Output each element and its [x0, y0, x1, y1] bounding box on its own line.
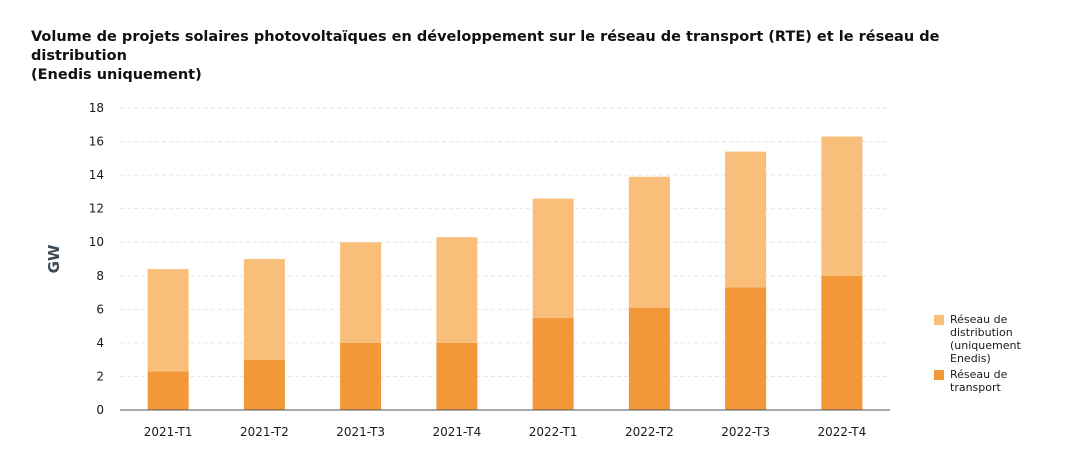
bar-distribution	[243, 259, 285, 360]
bar-distribution	[147, 269, 189, 372]
y-tick-label: 10	[89, 235, 104, 249]
legend-item-transport: Réseau de transport	[934, 368, 1074, 394]
x-axis-ticks: 2021-T1 2021-T2 2021-T3 2021-T4 2022-T1 2022-…	[144, 425, 866, 439]
bars	[147, 136, 863, 410]
x-tick-label: 2021-T4	[433, 425, 482, 439]
y-tick-label: 18	[89, 101, 104, 115]
y-tick-label: 12	[89, 202, 104, 216]
x-tick-label: 2022-T2	[625, 425, 674, 439]
bar-distribution	[340, 242, 382, 343]
legend: Réseau de distribution (uniquement Enedi…	[934, 313, 1074, 397]
y-tick-label: 2	[96, 369, 104, 383]
bar-transport	[821, 275, 863, 410]
bar-transport	[147, 371, 189, 410]
y-axis-label: GW	[45, 244, 63, 273]
y-tick-label: 6	[96, 302, 104, 316]
y-tick-label: 8	[96, 269, 104, 283]
bar-distribution	[725, 151, 767, 288]
legend-label-transport: Réseau de transport	[950, 368, 1008, 394]
bar-distribution	[628, 176, 670, 308]
bar-distribution	[436, 237, 478, 343]
y-tick-label: 14	[89, 168, 104, 182]
y-tick-label: 4	[96, 336, 104, 350]
y-tick-label: 0	[96, 403, 104, 417]
x-tick-label: 2021-T2	[240, 425, 289, 439]
chart-title: Volume de projets solaires photovoltaïqu…	[31, 28, 1031, 85]
legend-swatch-transport	[934, 370, 944, 380]
legend-item-distribution: Réseau de distribution (uniquement Enedi…	[934, 313, 1074, 365]
bar-transport	[243, 359, 285, 410]
grid-lines	[120, 107, 890, 377]
chart-title-line-2: (Enedis uniquement)	[31, 67, 202, 83]
x-tick-label: 2022-T3	[721, 425, 770, 439]
bar-transport	[340, 342, 382, 410]
bar-distribution	[821, 136, 863, 276]
y-tick-label: 16	[89, 135, 104, 149]
bar-transport	[532, 317, 574, 410]
legend-label-distribution: Réseau de distribution (uniquement Enedi…	[950, 313, 1021, 365]
x-tick-label: 2022-T1	[529, 425, 578, 439]
bar-transport	[628, 307, 670, 410]
y-axis-ticks: 0 2 4 6 8 10 12 14 16 18	[89, 101, 104, 417]
x-tick-label: 2022-T4	[818, 425, 867, 439]
chart-title-line-1: Volume de projets solaires photovoltaïqu…	[31, 29, 940, 64]
bar-transport	[436, 342, 478, 410]
bar-transport	[725, 287, 767, 410]
x-tick-label: 2021-T3	[336, 425, 385, 439]
bar-distribution	[532, 198, 574, 318]
legend-swatch-distribution	[934, 315, 944, 325]
x-tick-label: 2021-T1	[144, 425, 193, 439]
